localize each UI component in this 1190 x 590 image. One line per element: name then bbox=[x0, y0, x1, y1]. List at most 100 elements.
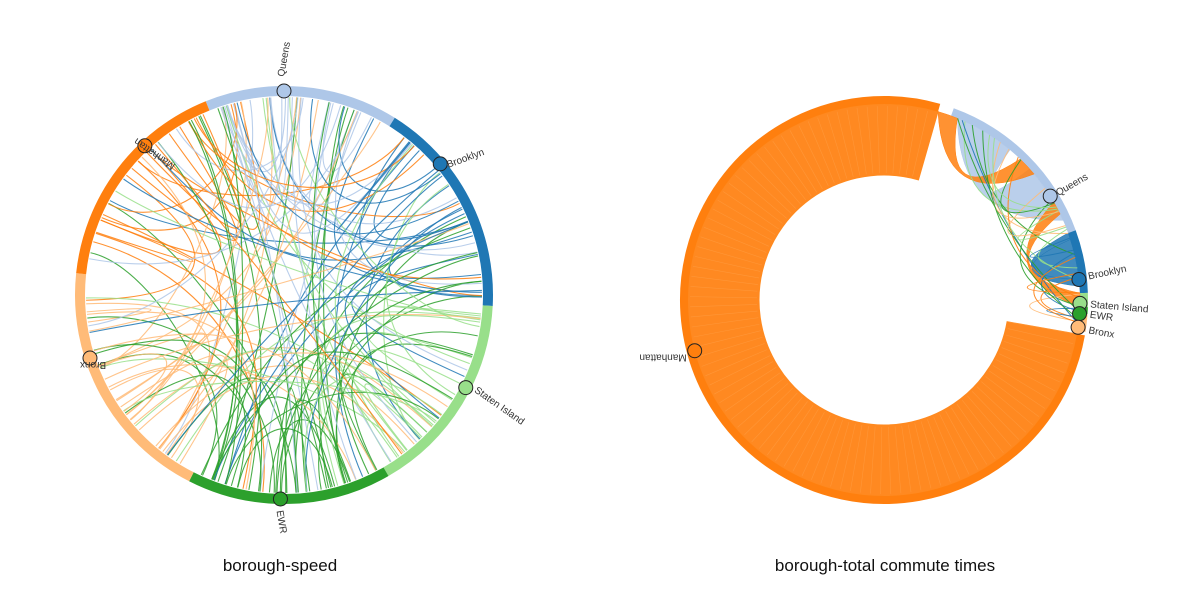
node-brooklyn[interactable] bbox=[432, 156, 448, 172]
chord-link bbox=[310, 98, 441, 204]
chord-link bbox=[305, 206, 462, 492]
ribbons-small-groups bbox=[937, 111, 1081, 325]
chord-link bbox=[157, 105, 342, 209]
chord-link bbox=[318, 361, 434, 486]
chord-link bbox=[86, 311, 255, 490]
ribbon-strand bbox=[691, 317, 759, 328]
group-arc-ewr bbox=[189, 467, 389, 504]
chord-link bbox=[95, 232, 257, 489]
node-label-manhattan: Manhattan bbox=[639, 352, 686, 363]
node-bronx[interactable] bbox=[1070, 319, 1086, 335]
chord-link bbox=[334, 142, 411, 477]
ribbon-strand bbox=[880, 426, 883, 494]
chord-link bbox=[336, 141, 411, 232]
ribbon-strand bbox=[775, 405, 814, 462]
ribbon-strand bbox=[690, 310, 758, 318]
ribbon-strand bbox=[1001, 347, 1064, 373]
ribbon-strand bbox=[870, 426, 876, 494]
ribbon-strand bbox=[792, 411, 825, 472]
chord-link bbox=[338, 252, 478, 475]
node-manhattan[interactable] bbox=[687, 343, 703, 359]
chord-link bbox=[155, 144, 403, 455]
ribbon-strand bbox=[899, 107, 908, 174]
chord-link bbox=[211, 255, 479, 480]
ribbon-strand bbox=[866, 106, 874, 174]
chord-link bbox=[1000, 159, 1055, 214]
node-queens[interactable] bbox=[276, 83, 292, 99]
ribbon-strand bbox=[976, 386, 1027, 433]
ribbon-strand bbox=[888, 426, 892, 494]
chord-link bbox=[351, 343, 473, 471]
chord-link bbox=[130, 97, 269, 421]
chord-link bbox=[294, 216, 467, 493]
chord-link bbox=[162, 375, 404, 454]
ribbon-strand bbox=[712, 208, 773, 241]
chord-link bbox=[1033, 256, 1079, 324]
chord-link bbox=[364, 383, 428, 451]
node-brooklyn[interactable] bbox=[1071, 272, 1087, 288]
ribbon-strand bbox=[767, 401, 808, 456]
node-ewr[interactable] bbox=[1072, 306, 1088, 322]
chord-link bbox=[99, 353, 168, 412]
node-staten-island[interactable] bbox=[458, 380, 474, 396]
ribbon-strand bbox=[981, 381, 1033, 425]
chord-link bbox=[336, 354, 423, 451]
chord-link bbox=[237, 428, 333, 488]
ribbon-strand bbox=[701, 343, 765, 367]
ribbon-strand bbox=[905, 108, 918, 175]
node-label-bronx: Bronx bbox=[1088, 325, 1116, 340]
ribbon-strand bbox=[801, 414, 831, 476]
chord-link bbox=[137, 137, 405, 196]
ribbon-strand bbox=[956, 403, 996, 460]
chord-link bbox=[88, 97, 299, 327]
chord-link bbox=[221, 97, 287, 173]
chord-link bbox=[236, 102, 459, 235]
ribbon-strand bbox=[737, 383, 789, 428]
ribbon-strand bbox=[817, 117, 841, 181]
chord-link bbox=[166, 170, 439, 456]
ribbon-strand bbox=[985, 376, 1040, 417]
ribbon-manhattan-queens bbox=[937, 111, 1035, 184]
ribbon-strand bbox=[1009, 321, 1076, 334]
chord-link bbox=[1029, 293, 1080, 322]
node-ewr[interactable] bbox=[272, 491, 288, 507]
chord-link bbox=[226, 105, 478, 256]
group-arc-manhattan bbox=[680, 96, 1085, 504]
chord-link bbox=[138, 352, 448, 431]
chord-link bbox=[338, 106, 437, 192]
node-bronx[interactable] bbox=[82, 350, 98, 366]
chord-link bbox=[159, 97, 298, 450]
chord-link bbox=[195, 117, 425, 212]
ribbon-strand bbox=[945, 410, 979, 470]
chord-link bbox=[367, 331, 472, 401]
chord-link bbox=[992, 148, 1060, 219]
ribbon-strand bbox=[717, 199, 776, 235]
ribbon-strand bbox=[1007, 328, 1074, 344]
group-arc-staten-island bbox=[383, 305, 493, 476]
chord-link bbox=[217, 97, 298, 482]
node-manhattan[interactable] bbox=[137, 138, 153, 154]
ribbon-strand bbox=[876, 106, 880, 174]
chord-link bbox=[262, 98, 391, 463]
ribbon-strand bbox=[728, 183, 783, 224]
ribbon-hatching bbox=[690, 106, 1076, 494]
ribbon-strand bbox=[730, 377, 785, 420]
ribbon-strand bbox=[690, 286, 758, 292]
ribbon-strand bbox=[846, 109, 861, 176]
ribbon-strand bbox=[907, 424, 922, 491]
node-queens[interactable] bbox=[1042, 188, 1058, 204]
ribbon-strand bbox=[714, 361, 774, 395]
ribbon-strand bbox=[826, 114, 848, 179]
group-arc-brooklyn bbox=[1068, 230, 1088, 294]
node-label-brooklyn: Brooklyn bbox=[1087, 264, 1127, 283]
ribbon-strand bbox=[783, 408, 819, 467]
caption-borough-speed: borough-speed bbox=[222, 556, 338, 575]
chord-link bbox=[94, 339, 263, 492]
chord-link bbox=[224, 105, 319, 491]
chord-link bbox=[351, 253, 478, 377]
chord-link bbox=[225, 105, 470, 365]
group-arc-brooklyn bbox=[389, 117, 493, 306]
node-label-queens: Queens bbox=[1054, 172, 1090, 199]
node-label-ewr: EWR bbox=[273, 510, 288, 535]
ribbon-strand bbox=[690, 296, 758, 299]
